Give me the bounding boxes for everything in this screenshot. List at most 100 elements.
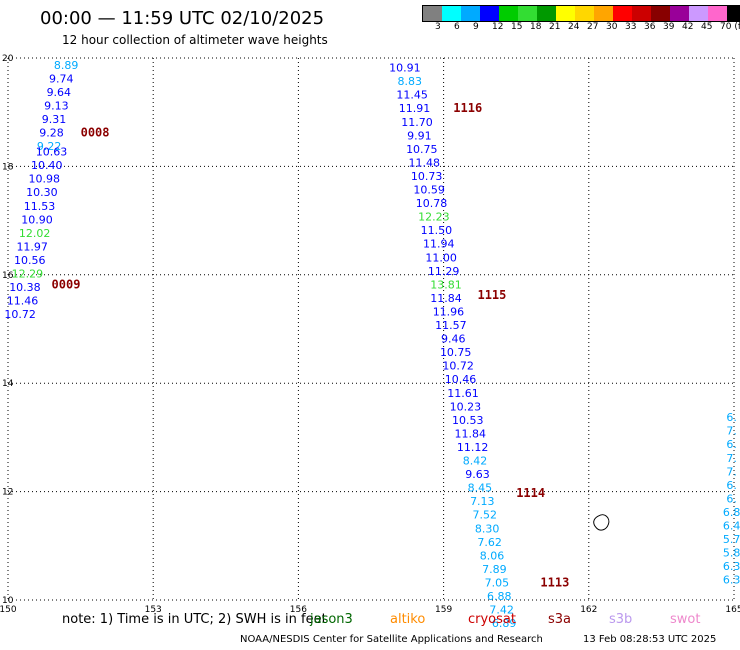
x-tick-label: 162 — [580, 605, 597, 615]
data-point-label: 9.28 — [39, 127, 64, 140]
data-point-label: 11.96 — [433, 305, 465, 318]
x-tick-label: 150 — [0, 605, 17, 615]
data-point-label: 6.8 — [723, 506, 740, 519]
data-point-label: 10.91 — [389, 62, 421, 75]
chart-title: 00:00 — 11:59 UTC 02/10/2025 — [40, 8, 325, 29]
legend-swatch — [594, 6, 613, 21]
legend-swatch — [727, 6, 740, 21]
data-point-label: 6. — [726, 411, 737, 424]
time-label: 0008 — [81, 126, 110, 140]
data-point-label: 8.06 — [480, 549, 505, 562]
legend-swatch — [423, 6, 442, 21]
data-point-label: 7.13 — [470, 495, 495, 508]
data-point-label: 11.84 — [430, 292, 462, 305]
data-point-label: 9.63 — [465, 468, 490, 481]
data-point-label: 6.3 — [723, 560, 740, 573]
time-label: 0009 — [52, 277, 81, 291]
data-point-label: 12.02 — [19, 227, 51, 240]
legend-swatch — [518, 6, 537, 21]
data-point-label: 10.46 — [445, 373, 477, 386]
data-point-label: 7.62 — [477, 536, 502, 549]
data-point-label: 11.91 — [399, 102, 431, 115]
data-point-label: 8.42 — [463, 455, 488, 468]
satellite-s3b: s3b — [609, 612, 633, 627]
data-point-label: 10.75 — [440, 346, 472, 359]
data-point-label: 10.90 — [21, 213, 53, 226]
legend-swatch — [632, 6, 651, 21]
color-legend-bar — [422, 5, 740, 22]
data-point-label: 8.30 — [475, 522, 500, 535]
data-point-label: 11.57 — [435, 319, 467, 332]
legend-label: 12 — [492, 22, 504, 32]
generated-timestamp: 13 Feb 08:28:53 UTC 2025 — [583, 634, 717, 645]
data-point-label: 11.46 — [7, 295, 39, 308]
x-tick-label: 153 — [145, 605, 162, 615]
data-point-label: 5.8 — [723, 547, 740, 560]
legend-swatch — [689, 6, 708, 21]
data-point-label: 11.00 — [425, 251, 457, 264]
data-point-label: 6. — [726, 438, 737, 451]
data-point-label: 10.73 — [411, 170, 443, 183]
time-label: 1113 — [540, 575, 569, 589]
data-point-label: 7. — [726, 465, 737, 478]
legend-label: 45 — [701, 22, 713, 32]
x-tick-label: 159 — [435, 605, 452, 615]
x-tick-label: 165 — [725, 605, 740, 615]
data-point-label: 10.59 — [413, 184, 445, 197]
data-point-label: 8.83 — [397, 75, 422, 88]
x-tick-label: 156 — [290, 605, 307, 615]
data-point-label: 11.50 — [421, 224, 453, 237]
data-point-label: 11.70 — [401, 116, 433, 129]
data-point-label: 10.53 — [452, 414, 484, 427]
legend-label: 39 — [663, 22, 675, 32]
data-point-label: 9.46 — [441, 333, 466, 346]
data-point-label: 7.05 — [485, 576, 510, 589]
legend-swatch — [670, 6, 689, 21]
data-point-label: 11.53 — [24, 200, 56, 213]
data-point-label: 10.30 — [26, 186, 58, 199]
data-point-label: 10.78 — [416, 197, 448, 210]
legend-label: 70 (ft) — [720, 22, 740, 32]
y-tick-label: 20 — [2, 54, 14, 64]
legend-label: 6 — [454, 22, 460, 32]
legend-label: 21 — [549, 22, 561, 32]
legend-label: 27 — [587, 22, 599, 32]
data-point-label: 7. — [726, 452, 737, 465]
data-point-label: 12.29 — [12, 268, 44, 281]
time-label: 1116 — [453, 101, 482, 115]
y-tick-label: 18 — [2, 162, 14, 172]
data-point-label: 7. — [726, 425, 737, 438]
legend-swatch — [556, 6, 575, 21]
y-tick-label: 12 — [2, 488, 13, 498]
data-point-label: 7.42 — [489, 604, 514, 617]
data-point-label: 10.40 — [31, 159, 63, 172]
data-point-label: 6.88 — [487, 590, 512, 603]
data-point-label: 11.61 — [447, 387, 479, 400]
data-point-label: 9.91 — [407, 129, 432, 142]
footer-note: note: 1) Time is in UTC; 2) SWH is in fe… — [62, 612, 327, 627]
data-point-label: 11.45 — [396, 89, 428, 102]
satellite-altiko: altiko — [390, 612, 426, 627]
satellite-cryosat: cryosat — [468, 612, 516, 627]
data-point-label: 13.81 — [430, 278, 462, 291]
data-point-label: 11.29 — [428, 265, 460, 278]
satellite-swot: swot — [670, 612, 701, 627]
legend-label: 42 — [682, 22, 694, 32]
legend-swatch — [708, 6, 727, 21]
data-point-label: 5.7 — [723, 533, 740, 546]
time-label: 1115 — [477, 288, 506, 302]
legend-swatch — [575, 6, 594, 21]
time-label: 1114 — [516, 486, 545, 500]
data-point-label: 7.52 — [472, 509, 497, 522]
legend-swatch — [499, 6, 518, 21]
data-point-label: 10.72 — [4, 308, 36, 321]
data-point-label: 9.31 — [42, 113, 67, 126]
data-point-label: 10.56 — [14, 254, 46, 267]
legend-label: 9 — [473, 22, 479, 32]
data-point-label: 8.89 — [54, 59, 79, 72]
data-point-label: 11.97 — [16, 240, 48, 253]
legend-label: 3 — [435, 22, 441, 32]
data-point-label: 6. — [726, 492, 737, 505]
satellite-jason3: jason3 — [310, 612, 353, 627]
